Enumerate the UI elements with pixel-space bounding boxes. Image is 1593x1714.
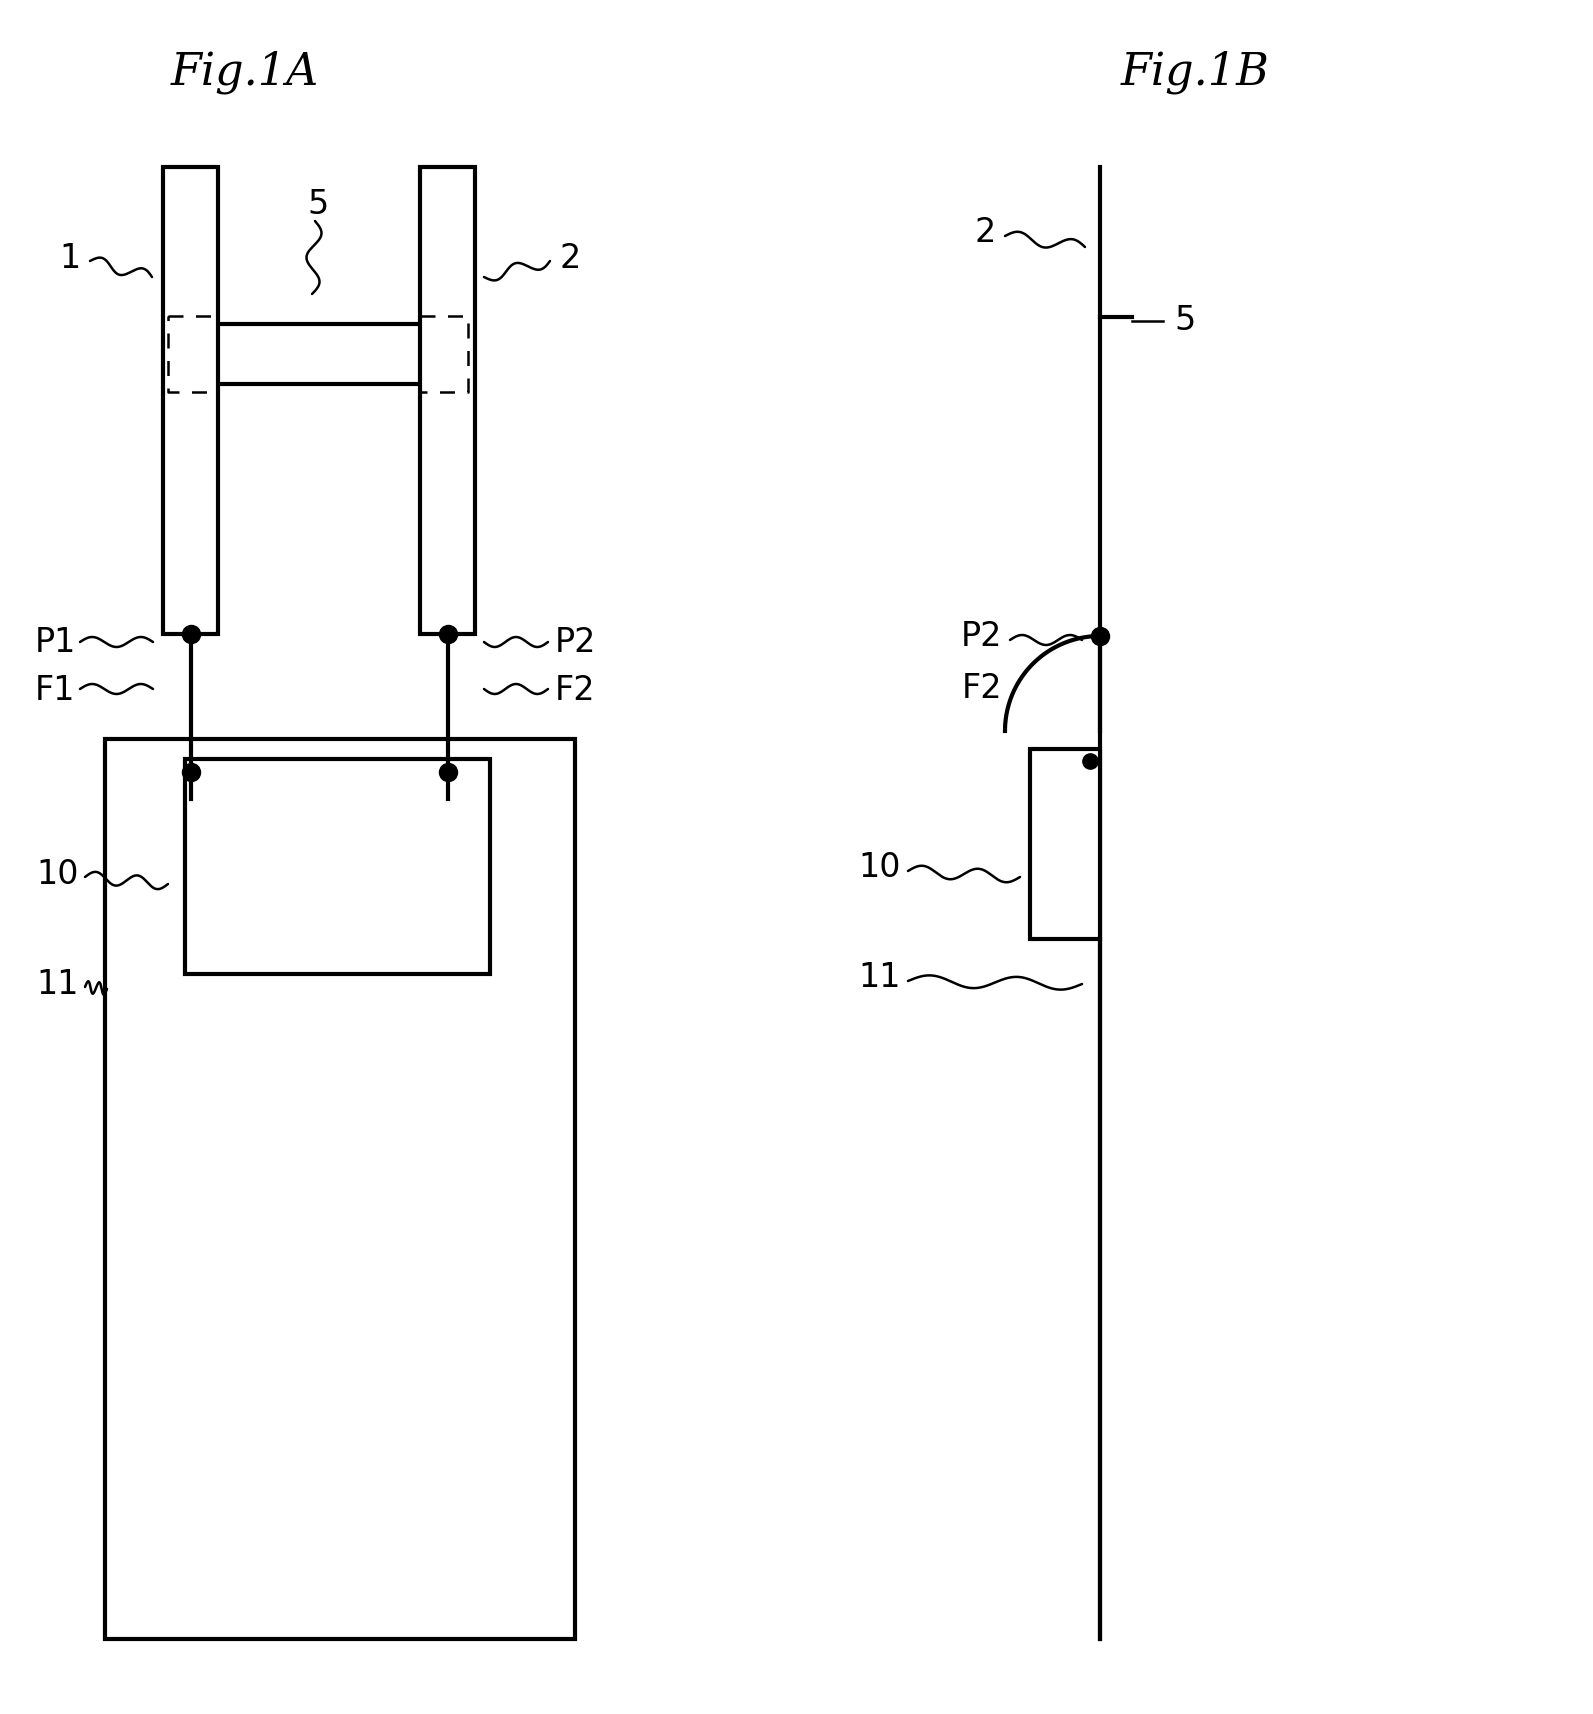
Text: Fig.1B: Fig.1B (1120, 50, 1270, 94)
Bar (162, 168, 218, 634)
Text: 10: 10 (37, 859, 80, 891)
Text: F2: F2 (962, 672, 1002, 704)
Bar (421, 168, 475, 634)
Text: 5: 5 (1174, 303, 1196, 336)
Text: 11: 11 (37, 968, 80, 1001)
Text: P2: P2 (554, 626, 596, 660)
Text: F1: F1 (35, 674, 75, 706)
Text: Fig.1A: Fig.1A (170, 50, 319, 94)
Bar (1031, 749, 1101, 939)
Text: 10: 10 (859, 852, 902, 884)
Text: 2: 2 (975, 216, 996, 249)
Bar (185, 759, 491, 975)
Text: 11: 11 (859, 962, 902, 994)
Text: P1: P1 (35, 626, 76, 660)
Bar (105, 739, 575, 1639)
Text: F2: F2 (554, 674, 596, 706)
Text: 5: 5 (307, 189, 328, 221)
Text: P2: P2 (961, 620, 1002, 653)
Text: 2: 2 (559, 242, 581, 274)
Text: 1: 1 (59, 242, 81, 274)
